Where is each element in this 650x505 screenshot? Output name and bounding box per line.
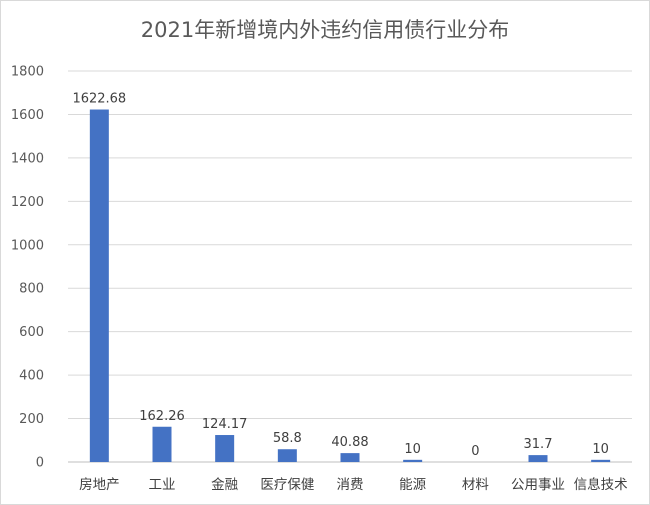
- data-label: 58.8: [273, 431, 302, 446]
- data-label: 10: [592, 442, 609, 457]
- data-labels: 1622.68 162.26 124.17 58.8 40.88 10 0 31.7 10: [72, 92, 608, 459]
- y-tick-label: 1200: [11, 195, 44, 210]
- y-tick-label: 1600: [11, 108, 44, 123]
- bar: [528, 455, 548, 462]
- bars: [89, 109, 611, 462]
- y-tick-label: 1800: [11, 65, 44, 80]
- category-labels: 房地产 工业 金融 医疗保健 消费 能源 材料 公用事业 信息技术: [79, 476, 628, 493]
- gridlines: [68, 70, 632, 463]
- category-label: 房地产: [79, 477, 120, 493]
- category-label: 消费: [337, 477, 364, 493]
- data-label: 124.17: [202, 417, 248, 432]
- data-label: 162.26: [139, 409, 185, 424]
- data-label: 31.7: [524, 437, 553, 452]
- bar: [340, 453, 360, 462]
- y-tick-label: 1400: [11, 151, 44, 166]
- y-tick-label: 1000: [11, 238, 44, 253]
- y-tick-label: 800: [19, 282, 44, 297]
- y-tick-label: 600: [19, 325, 44, 340]
- bar: [277, 449, 297, 462]
- bar: [591, 459, 611, 462]
- data-label: 40.88: [331, 435, 368, 450]
- category-label: 信息技术: [574, 476, 628, 493]
- category-label: 材料: [462, 477, 489, 493]
- data-label: 10: [404, 442, 421, 457]
- bar: [89, 109, 109, 462]
- category-label: 公用事业: [511, 477, 565, 493]
- data-label: 1622.68: [72, 92, 126, 107]
- category-label: 能源: [399, 477, 426, 493]
- y-axis-ticks: 0 200 400 600 800 1000 1200 1400 1600 1800: [11, 65, 44, 471]
- category-label: 医疗保健: [260, 477, 314, 493]
- y-tick-label: 200: [19, 412, 44, 427]
- bar: [403, 459, 423, 462]
- data-label: 0: [471, 444, 479, 459]
- y-tick-label: 400: [19, 369, 44, 384]
- chart-title: 2021年新增境内外违约信用债行业分布: [140, 18, 510, 42]
- category-label: 金融: [211, 477, 238, 493]
- category-label: 工业: [149, 477, 176, 493]
- y-tick-label: 0: [36, 456, 44, 471]
- bar: [152, 426, 172, 462]
- bar: [215, 435, 235, 462]
